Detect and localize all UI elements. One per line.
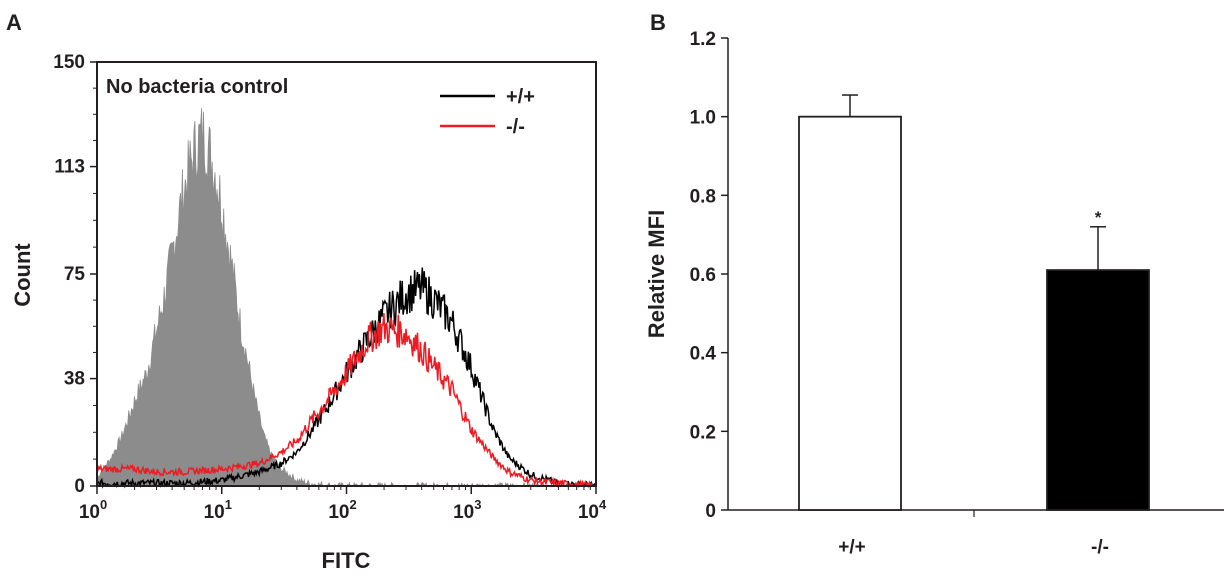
legend-label: +/+ [506,86,535,108]
panel-a-histogram: A 0 38 75 113 150 100 101 102 103 104 No bacteri… [6,10,607,573]
y-tick-label-b: 1.2 [690,29,716,50]
annotation-text: No bacteria control [106,76,288,98]
x-tick-label-a: 102 [328,497,356,523]
legend-label: -/- [506,116,525,138]
panel-b-label: B [650,10,666,35]
x-tick-label-b: -/- [1091,537,1109,558]
control-histogram-area [96,108,597,488]
y-tick-label-a: 0 [74,476,85,497]
y-tick-label-b: 0.6 [690,265,716,286]
series-line-knockout [96,313,597,489]
x-axis-title-a: FITC [322,548,371,573]
y-axis-title-a: Count [10,243,35,307]
y-axis-ticks-a: 0 38 75 113 150 [53,52,97,497]
legend-a: +/+ -/- [440,86,535,138]
significance-marker: * [1095,208,1102,227]
x-tick-label-a: 103 [453,497,481,523]
y-tick-label-b: 0 [705,501,716,522]
x-axis-ticks-b: +/+ -/- [838,510,1109,558]
control-histogram [96,108,597,488]
bar-knockout [1046,269,1150,511]
y-tick-label-b: 0.2 [690,422,716,443]
histogram-lines [96,267,597,489]
x-tick-label-a: 100 [79,497,107,523]
panel-b-bar-chart: B 0 0.2 0.4 0.6 0.8 1.0 1.2 * +/+ -/- Relative … [644,10,1224,558]
y-tick-label-b: 1.0 [690,108,716,129]
x-axis-ticks-a: 100 101 102 103 104 [79,486,607,523]
y-tick-label-a: 75 [64,264,86,285]
panel-a-label: A [6,10,22,35]
x-tick-label-a: 101 [204,497,232,523]
bar-wild-type [798,115,902,511]
y-axis-title-b: Relative MFI [644,210,669,338]
y-axis-ticks-b: 0 0.2 0.4 0.6 0.8 1.0 1.2 [690,29,728,522]
y-tick-label-b: 0.8 [690,186,716,207]
x-tick-label-a: 104 [578,497,607,523]
bars: * [798,94,1150,511]
series-line-wild-type [96,267,597,489]
x-tick-label-b: +/+ [838,537,865,558]
y-tick-label-b: 0.4 [690,344,717,365]
y-tick-label-a: 150 [53,52,85,73]
y-tick-label-a: 38 [64,369,85,390]
y-tick-label-a: 113 [54,157,85,178]
